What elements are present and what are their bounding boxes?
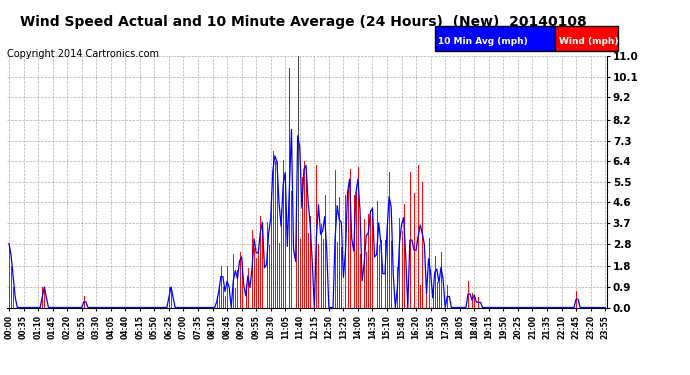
Text: 10 Min Avg (mph): 10 Min Avg (mph) [438,37,528,46]
Text: Copyright 2014 Cartronics.com: Copyright 2014 Cartronics.com [7,49,159,59]
Text: Wind (mph): Wind (mph) [559,37,618,46]
Text: Wind Speed Actual and 10 Minute Average (24 Hours)  (New)  20140108: Wind Speed Actual and 10 Minute Average … [20,15,587,29]
